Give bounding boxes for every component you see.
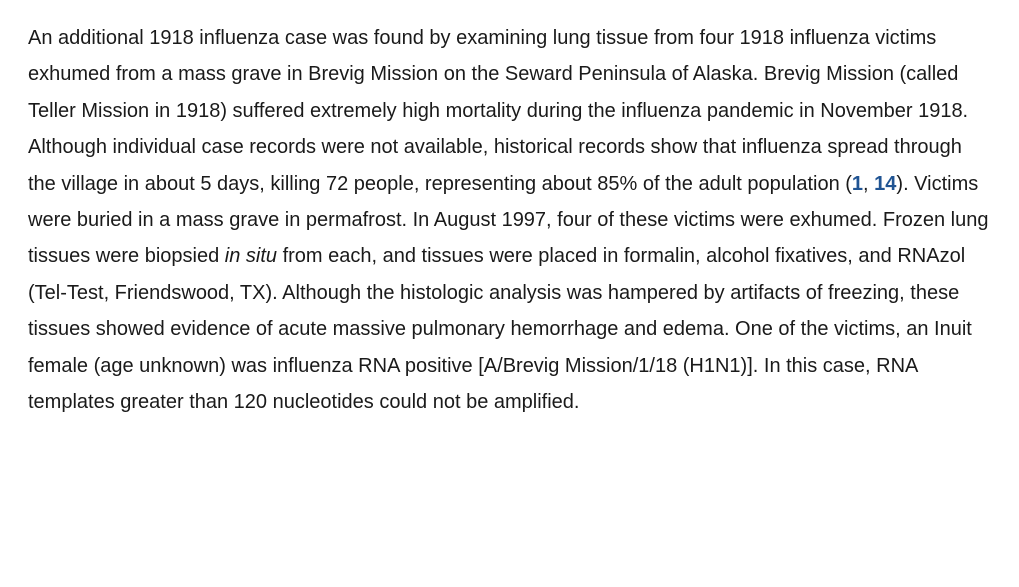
text-segment-3: from each, and tissues were placed in fo… bbox=[28, 245, 972, 413]
body-paragraph: An additional 1918 influenza case was fo… bbox=[28, 20, 991, 420]
reference-link-14[interactable]: 14 bbox=[874, 173, 896, 195]
text-segment-1: An additional 1918 influenza case was fo… bbox=[28, 27, 968, 195]
reference-separator: , bbox=[863, 173, 874, 195]
reference-link-1[interactable]: 1 bbox=[852, 173, 863, 195]
italic-in-situ: in situ bbox=[225, 245, 277, 267]
